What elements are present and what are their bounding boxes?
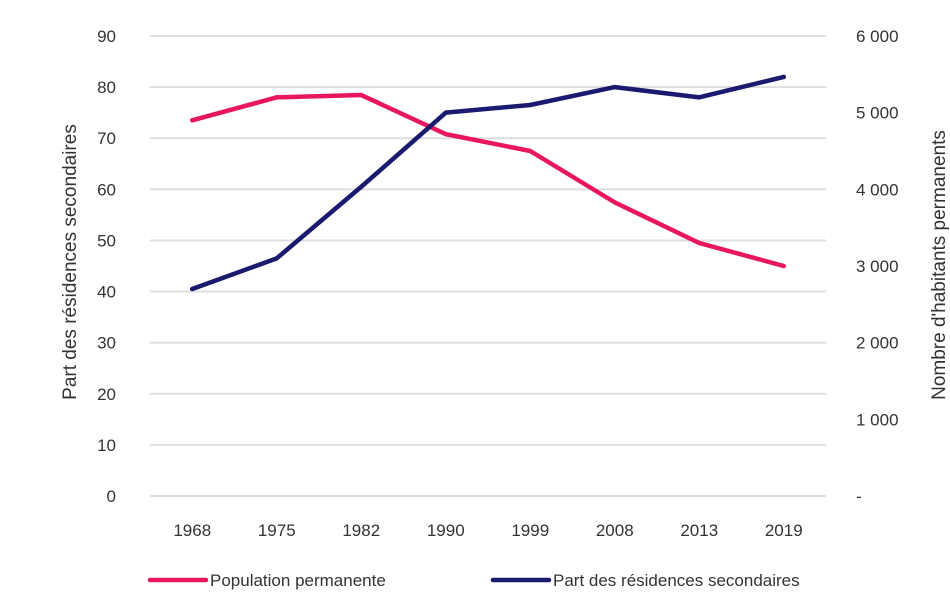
x-tick-label: 2008: [596, 521, 634, 540]
right-tick-label: 5 000: [856, 104, 899, 123]
left-tick-label: 20: [97, 385, 116, 404]
right-tick-label: 6 000: [856, 27, 899, 46]
data-point: [528, 102, 533, 108]
x-tick-label: 2013: [680, 521, 718, 540]
left-tick-label: 40: [97, 283, 116, 302]
left-tick-label: 80: [97, 78, 116, 97]
data-point: [781, 263, 786, 269]
data-point: [697, 240, 702, 246]
left-tick-label: 70: [97, 129, 116, 148]
data-point: [612, 200, 617, 205]
x-tick-label: 1982: [342, 521, 380, 540]
data-point: [359, 92, 364, 98]
left-axis-label: Part des résidences secondaires: [60, 124, 81, 400]
left-tick-label: 0: [107, 487, 116, 506]
x-tick-label: 1990: [427, 521, 465, 540]
left-tick-label: 60: [97, 180, 116, 199]
left-tick-label: 90: [97, 27, 116, 46]
data-point: [359, 184, 364, 189]
data-point: [612, 84, 617, 90]
x-tick-label: 1975: [258, 521, 296, 540]
legend: Population permanente Part des résidence…: [147, 571, 800, 590]
data-point: [190, 118, 195, 123]
x-axis-ticks: 1968 1975 1982 1990 1999 2008 2013 2019: [173, 521, 802, 540]
left-axis-ticks: 0 10 20 30 40 50 60 70 80 90: [97, 27, 116, 506]
right-tick-label: 1 000: [856, 410, 899, 429]
data-point: [443, 131, 448, 137]
left-tick-label: 10: [97, 436, 116, 455]
legend-label-residences: Part des résidences secondaires: [553, 571, 800, 590]
right-tick-label: 3 000: [856, 257, 899, 276]
x-tick-label: 2019: [765, 521, 803, 540]
left-tick-label: 50: [97, 231, 116, 250]
series-line-residences: [190, 74, 786, 292]
data-point: [697, 95, 702, 100]
data-point: [528, 148, 533, 154]
right-axis-ticks: - 1 000 2 000 3 000 4 000 5 000 6 000: [856, 27, 899, 506]
data-point: [274, 256, 279, 261]
legend-label-population: Population permanente: [210, 571, 386, 590]
right-tick-label: 2 000: [856, 334, 899, 353]
x-tick-label: 1968: [173, 521, 211, 540]
right-tick-label: 4 000: [856, 180, 899, 199]
left-tick-label: 30: [97, 334, 116, 353]
series-line-population: [190, 92, 786, 269]
x-tick-label: 1999: [511, 521, 549, 540]
right-tick-label: -: [856, 487, 862, 506]
series-lines: [190, 74, 786, 292]
data-point: [781, 74, 786, 80]
data-point: [190, 286, 195, 292]
gridlines: [150, 35, 826, 497]
right-axis-label: Nombre d'habitants permanents: [929, 130, 950, 400]
data-point: [274, 95, 279, 100]
data-point: [443, 110, 448, 115]
